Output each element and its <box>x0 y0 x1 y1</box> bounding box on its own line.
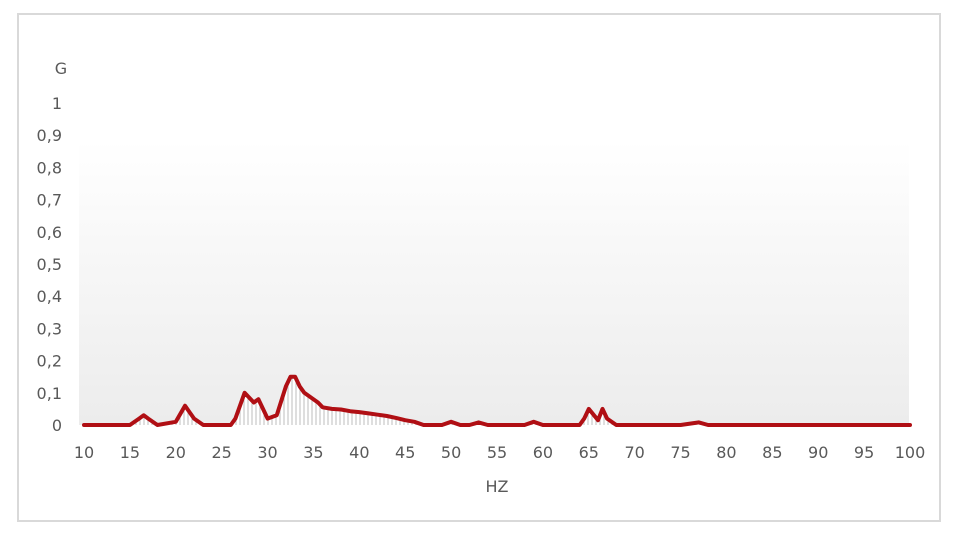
y-tick-label: 0,6 <box>37 223 62 242</box>
y-tick-label: 0,3 <box>37 319 62 338</box>
x-tick-label: 10 <box>74 443 94 462</box>
x-tick-label: 65 <box>579 443 599 462</box>
y-tick-label: 0,7 <box>37 191 62 210</box>
x-tick-label: 75 <box>670 443 690 462</box>
x-axis-ticks: 10 15 20 25 30 35 40 45 50 55 60 65 70 75 80 85 90 95 100 <box>74 443 925 462</box>
y-tick-label: 0,4 <box>37 287 62 306</box>
x-tick-label: 55 <box>487 443 507 462</box>
x-tick-label: 85 <box>762 443 782 462</box>
x-tick-label: 35 <box>303 443 323 462</box>
frequency-response-chart: 0 0,1 0,2 0,3 0,4 0,5 0,6 0,7 0,8 0,9 1 10 15 20 25 30… <box>37 59 926 496</box>
y-tick-label: 0,1 <box>37 384 62 403</box>
x-tick-label: 95 <box>854 443 874 462</box>
chart-frame: 0 0,1 0,2 0,3 0,4 0,5 0,6 0,7 0,8 0,9 1 10 15 20 25 30… <box>17 13 941 522</box>
x-tick-label: 15 <box>120 443 140 462</box>
x-tick-label: 50 <box>441 443 461 462</box>
x-axis-title: HZ <box>486 477 509 496</box>
x-tick-label: 60 <box>533 443 553 462</box>
y-tick-label: 1 <box>52 94 62 113</box>
x-tick-label: 20 <box>166 443 186 462</box>
x-tick-label: 30 <box>257 443 277 462</box>
x-tick-label: 100 <box>895 443 926 462</box>
y-tick-label: 0,5 <box>37 255 62 274</box>
series-line <box>82 374 912 427</box>
x-tick-label: 40 <box>349 443 369 462</box>
x-tick-label: 80 <box>716 443 736 462</box>
x-tick-label: 25 <box>211 443 231 462</box>
y-tick-label: 0,2 <box>37 352 62 371</box>
y-axis-title: G <box>55 59 67 78</box>
y-axis-ticks: 0 0,1 0,2 0,3 0,4 0,5 0,6 0,7 0,8 0,9 1 <box>37 94 62 435</box>
x-tick-label: 45 <box>395 443 415 462</box>
y-tick-label: 0 <box>52 416 62 435</box>
series-area-fill <box>84 376 910 425</box>
plot-background <box>79 140 909 425</box>
y-tick-label: 0,8 <box>37 158 62 177</box>
x-tick-label: 70 <box>624 443 644 462</box>
x-tick-label: 90 <box>808 443 828 462</box>
y-tick-label: 0,9 <box>37 126 62 145</box>
